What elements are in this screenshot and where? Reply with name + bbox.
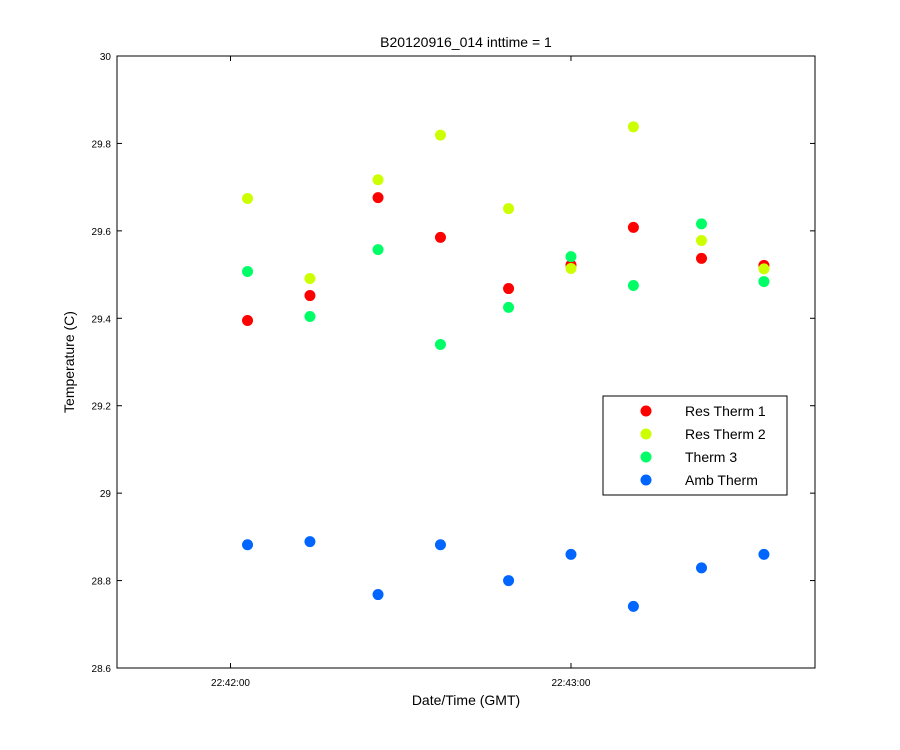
point-res-therm-2 <box>503 203 515 215</box>
point-amb-therm <box>758 548 770 560</box>
legend-marker <box>640 428 652 440</box>
legend-label: Res Therm 1 <box>685 403 766 419</box>
legend-box <box>602 395 788 496</box>
point-therm-3 <box>434 339 446 351</box>
point-res-therm-1 <box>696 252 708 264</box>
point-res-therm-1 <box>242 314 254 326</box>
legend-marker <box>640 474 652 486</box>
point-amb-therm <box>242 539 254 551</box>
legend-marker <box>640 405 652 417</box>
y-tick-label: 29.2 <box>92 402 112 413</box>
chart-title: B20120916_014 inttime = 1 <box>380 34 552 50</box>
point-amb-therm <box>565 548 577 560</box>
point-res-therm-2 <box>242 193 254 205</box>
point-res-therm-2 <box>758 263 770 275</box>
point-amb-therm <box>696 562 708 574</box>
y-tick-label: 29 <box>100 489 112 500</box>
x-tick-label: 22:42:00 <box>211 678 250 689</box>
y-tick-label: 28.8 <box>92 577 112 588</box>
point-res-therm-2 <box>372 174 384 186</box>
point-res-therm-1 <box>434 231 446 243</box>
point-therm-3 <box>372 244 384 256</box>
point-res-therm-2 <box>627 121 639 133</box>
y-tick-label: 30 <box>100 52 112 63</box>
plot-area <box>116 55 816 669</box>
legend-marker <box>640 451 652 463</box>
x-axis-ticks: 22:42:00 22:43:00 <box>211 56 591 689</box>
point-res-therm-1 <box>627 221 639 233</box>
legend: Res Therm 1 Res Therm 2 Therm 3 Amb Therm <box>602 395 788 496</box>
point-therm-3 <box>627 280 639 291</box>
data-points <box>242 121 770 612</box>
point-amb-therm <box>503 575 515 587</box>
point-therm-3 <box>242 266 254 278</box>
legend-label: Therm 3 <box>685 449 737 465</box>
y-axis-label: Temperature (C) <box>61 311 77 413</box>
y-axis-ticks: 28.6 28.8 29 29.2 29.4 29.6 29.8 30 <box>92 52 815 675</box>
point-therm-3 <box>503 301 515 313</box>
x-tick-label: 22:43:00 <box>552 678 591 689</box>
x-axis-label: Date/Time (GMT) <box>412 692 520 708</box>
legend-label: Res Therm 2 <box>685 426 766 442</box>
point-res-therm-1 <box>503 283 515 295</box>
point-res-therm-1 <box>372 192 384 204</box>
point-amb-therm <box>434 539 446 551</box>
y-tick-label: 29.4 <box>92 314 112 325</box>
point-therm-3 <box>696 218 708 230</box>
y-tick-label: 29.8 <box>92 139 112 150</box>
y-tick-label: 29.6 <box>92 227 112 238</box>
y-tick-label: 28.6 <box>92 664 112 675</box>
point-res-therm-2 <box>304 273 316 285</box>
point-res-therm-2 <box>696 234 708 246</box>
point-amb-therm <box>627 600 639 612</box>
legend-label: Amb Therm <box>685 472 758 488</box>
point-therm-3 <box>758 276 770 288</box>
point-res-therm-2 <box>565 262 577 274</box>
point-therm-3 <box>565 251 577 263</box>
point-res-therm-1 <box>304 290 316 302</box>
point-res-therm-2 <box>434 129 446 141</box>
point-amb-therm <box>372 589 384 601</box>
point-therm-3 <box>304 311 316 323</box>
point-amb-therm <box>304 536 316 548</box>
